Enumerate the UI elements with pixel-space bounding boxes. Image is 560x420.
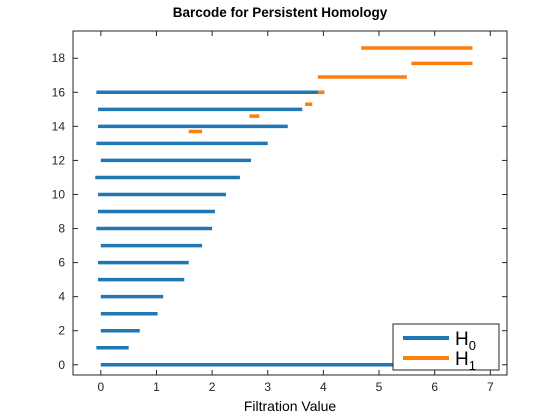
- bars-layer: [95, 46, 474, 367]
- y-tick-label: 4: [58, 290, 65, 304]
- y-tick-label: 14: [52, 119, 66, 133]
- x-tick-label: 3: [264, 380, 271, 394]
- y-tick-label: 10: [52, 187, 66, 201]
- x-tick-label: 0: [97, 380, 104, 394]
- x-tick-label: 1: [153, 380, 160, 394]
- legend-label-h1: H1: [455, 349, 476, 373]
- axes-box: [72, 30, 508, 376]
- y-tick-label: 0: [58, 358, 65, 372]
- y-tick-label: 8: [58, 222, 65, 236]
- x-tick-label: 4: [320, 380, 327, 394]
- x-tick-label: 6: [431, 380, 438, 394]
- chart-title: Barcode for Persistent Homology: [172, 5, 388, 20]
- x-tick-label: 5: [376, 380, 383, 394]
- legend-label-h0: H0: [455, 329, 476, 353]
- y-tick-label: 12: [52, 153, 66, 167]
- y-tick-label: 18: [52, 51, 66, 65]
- legend-box: [392, 323, 500, 371]
- y-tick-label: 6: [58, 256, 65, 270]
- x-tick-label: 7: [487, 380, 494, 394]
- x-tick-label: 2: [209, 380, 216, 394]
- x-axis-label: Filtration Value: [243, 398, 337, 414]
- y-tick-label: 2: [58, 324, 65, 338]
- y-tick-label: 16: [52, 85, 66, 99]
